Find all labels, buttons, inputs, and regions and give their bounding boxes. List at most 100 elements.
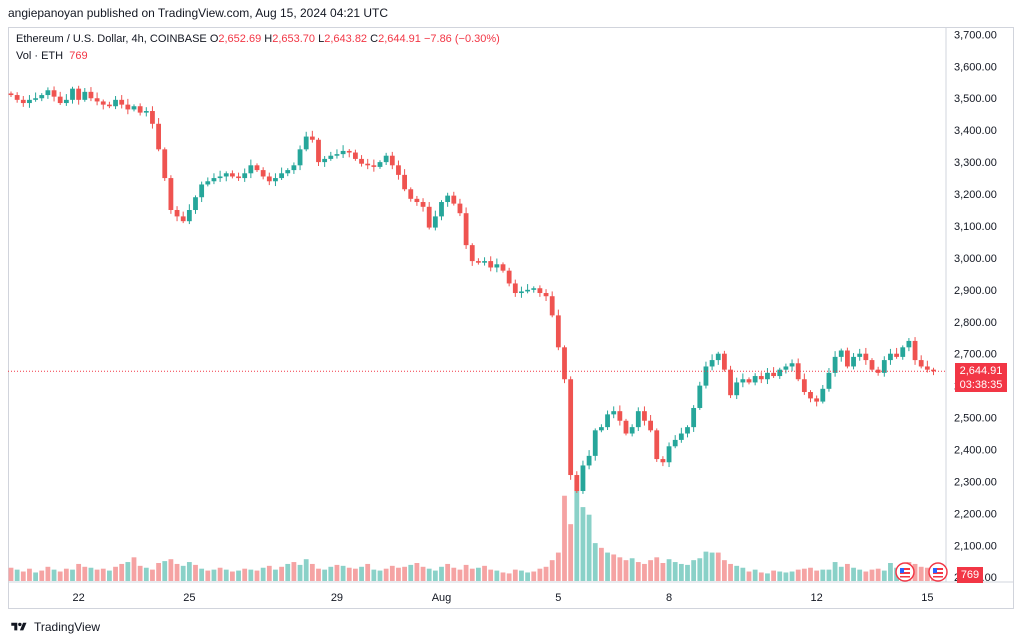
- candle: [279, 167, 284, 180]
- time-tick-label: 5: [555, 592, 561, 604]
- symbol-title: Ethereum / U.S. Dollar, 4h, COINBASE: [16, 33, 207, 45]
- volume-bar: [820, 569, 826, 581]
- volume-bar: [519, 570, 524, 581]
- volume-bar: [150, 569, 155, 581]
- volume-label: Vol · ETH: [16, 50, 64, 62]
- footer-branding[interactable]: TradingView: [10, 620, 100, 634]
- volume-bar: [875, 568, 881, 581]
- candle: [555, 309, 561, 351]
- candle: [309, 130, 315, 143]
- candle: [752, 373, 758, 386]
- volume-bar: [845, 563, 850, 581]
- volume-bar: [555, 552, 561, 581]
- volume-bar: [851, 567, 856, 581]
- volume-bar: [924, 567, 930, 581]
- publisher-line: angiepanoyan published on TradingView.co…: [8, 6, 389, 20]
- price-tick-label: 2,900.00: [954, 285, 997, 297]
- price-axis[interactable]: 3,700.00 3,600.00 3,500.00 3,400.00 3,300.00…: [954, 29, 997, 584]
- volume-bar: [94, 569, 100, 581]
- price-tick-label: 3,500.00: [954, 93, 997, 105]
- candle: [39, 93, 45, 102]
- bar-countdown: 03:38:35: [959, 379, 1003, 391]
- time-axis[interactable]: 22 25 29 Aug 5 8 12 15: [73, 592, 934, 604]
- volume-bar: [88, 567, 94, 581]
- volume-bar: [697, 558, 703, 581]
- candle: [432, 210, 438, 231]
- volume-bar: [107, 570, 112, 581]
- volume-bar: [672, 562, 678, 581]
- volume-bar: [414, 563, 420, 581]
- volume-bar: [334, 564, 340, 581]
- volume-bar: [230, 571, 235, 581]
- candle: [27, 95, 32, 108]
- volume-bar: [642, 563, 647, 581]
- price-tick-label: 3,700.00: [954, 29, 997, 41]
- volume-bar: [273, 569, 278, 581]
- price-tick-label: 3,300.00: [954, 157, 997, 169]
- flag-icon[interactable]: [928, 562, 948, 582]
- candle: [709, 354, 715, 371]
- candle: [70, 86, 75, 104]
- volume-bar: [482, 565, 487, 581]
- volume-bar: [826, 569, 832, 581]
- candle: [512, 279, 518, 297]
- price-tick-label: 2,700.00: [954, 349, 997, 361]
- volume-bar: [156, 563, 161, 581]
- price-tick-label: 3,100.00: [954, 221, 997, 233]
- candle: [697, 381, 703, 410]
- candle: [758, 372, 764, 384]
- candle: [845, 347, 850, 369]
- price-tick-label: 2,500.00: [954, 413, 997, 425]
- candle: [765, 368, 770, 385]
- candle: [383, 152, 389, 165]
- volume-bar: [63, 568, 69, 581]
- candle: [186, 204, 192, 225]
- candle: [543, 289, 549, 302]
- candle: [88, 87, 94, 102]
- volume-price-tag: 769: [957, 567, 983, 583]
- candle: [838, 348, 844, 362]
- candle: [254, 163, 260, 173]
- candle: [168, 175, 174, 214]
- volume-bar: [14, 569, 20, 581]
- volume-bar: [248, 569, 254, 581]
- volume-bar: [758, 572, 764, 581]
- candle: [795, 358, 801, 382]
- candle: [359, 155, 364, 167]
- candle: [322, 156, 328, 167]
- volume-bar: [722, 560, 727, 581]
- economic-event-icon[interactable]: [895, 562, 915, 582]
- candle: [63, 94, 69, 106]
- volume-bar: [715, 552, 721, 581]
- volume-bar: [549, 560, 555, 581]
- candle: [857, 348, 863, 361]
- volume-bar: [469, 568, 475, 581]
- volume-bar: [45, 566, 51, 581]
- candle: [660, 456, 666, 467]
- time-tick-label: 22: [73, 592, 85, 604]
- candle: [635, 407, 641, 431]
- volume-bar: [33, 572, 38, 581]
- candle: [549, 291, 555, 318]
- volume-bar: [537, 568, 543, 581]
- volume-bar: [426, 568, 432, 581]
- time-tick-label: 15: [921, 592, 933, 604]
- volume-bar: [562, 495, 567, 581]
- candle: [273, 173, 278, 187]
- candle: [488, 256, 494, 272]
- volume-bar: [832, 562, 838, 581]
- candle: [777, 367, 783, 379]
- candle: [236, 172, 241, 181]
- candle: [734, 377, 740, 400]
- volume-bar: [353, 568, 358, 581]
- chart-frame: [8, 27, 1014, 609]
- candle: [156, 118, 161, 152]
- ohlc-legend: Ethereum / U.S. Dollar, 4h, COINBASE O2,…: [16, 33, 500, 45]
- candle: [703, 361, 709, 389]
- volume-bar: [605, 552, 610, 581]
- volume-bar: [531, 571, 537, 581]
- volume-bar: [586, 514, 592, 581]
- chart-plot[interactable]: 3,700.00 3,600.00 3,500.00 3,400.00 3,300.00…: [8, 28, 1014, 610]
- candle: [863, 347, 869, 365]
- volume-bar: [168, 559, 174, 581]
